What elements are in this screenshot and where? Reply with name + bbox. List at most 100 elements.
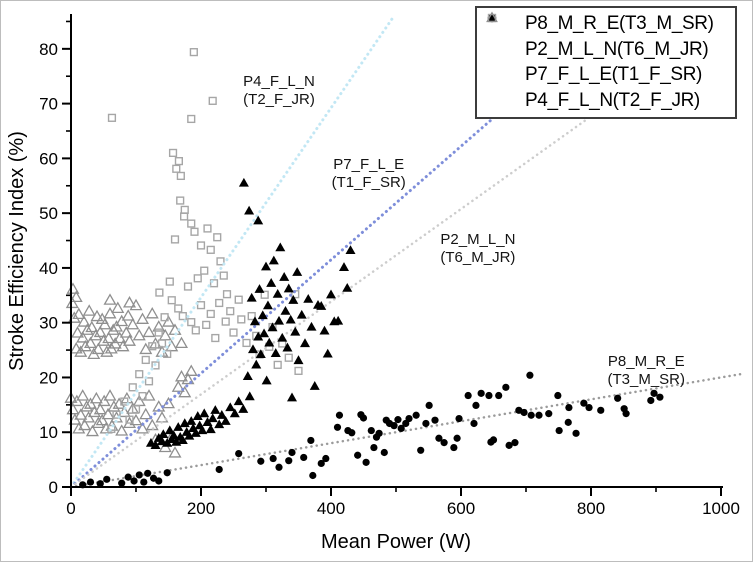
data-point-p8 [511,439,519,447]
x-axis-title: Mean Power (W) [321,531,471,553]
data-point-p2 [205,424,216,434]
data-point-p4 [74,345,88,357]
data-point-p4 [145,307,159,319]
trend-annotation-3: P8_M_R_E (T3_M_SR) [607,353,685,388]
data-point-p7 [163,349,172,359]
trend-line-2 [69,118,588,489]
y-axis-title: Stroke Efficiency Index (%) [6,131,28,371]
data-point-p4 [181,372,195,385]
data-point-p7 [229,328,238,337]
data-point-p7 [234,295,243,304]
data-point-p4 [109,320,124,332]
data-point-p2 [244,391,255,401]
data-point-p4 [115,314,129,327]
data-point-p7 [222,290,232,299]
data-point-p7 [190,227,199,236]
data-point-p2 [279,272,290,281]
data-point-p2 [319,325,330,335]
data-point-p7 [138,391,147,401]
data-point-p2 [197,425,208,435]
data-point-p4 [107,400,121,412]
trend-line-0 [69,14,396,489]
data-point-p2 [207,413,218,423]
data-point-p4 [126,317,140,330]
data-point-p7 [141,355,150,365]
data-point-p8 [285,457,293,465]
data-point-p8 [215,465,223,474]
data-point-p8 [333,423,342,431]
data-point-p4 [85,320,99,333]
data-point-p7 [187,219,196,228]
data-point-p8 [118,479,126,487]
data-point-p8 [453,434,461,442]
data-point-p2 [251,359,262,369]
x-tick-label: 1000 [702,499,740,518]
data-point-p2 [292,267,303,276]
data-point-p7 [273,360,282,369]
data-point-p2 [248,344,258,354]
data-point-p4 [139,407,153,420]
data-point-p4 [101,407,115,420]
data-point-p2 [345,245,356,254]
data-point-p4 [103,389,117,401]
y-tick-label: 40 [39,259,58,278]
data-point-p8 [422,419,430,428]
data-point-p4 [108,337,122,349]
x-tick-label: 400 [317,499,345,518]
data-point-p2 [255,349,266,359]
data-point-p2 [267,322,278,332]
data-point-p4 [70,394,84,407]
trend-line-1 [69,116,495,489]
x-tick-label: 200 [187,499,215,518]
data-point-p8 [144,469,152,477]
data-point-p2 [164,425,175,435]
data-point-p8 [86,478,95,486]
data-point-p8 [405,414,413,423]
data-point-p2 [280,305,291,315]
data-point-p8 [464,391,472,400]
data-point-p2 [322,348,333,358]
legend-item-label: P2_M_L_N(T6_M_JR) [525,38,709,60]
data-point-p7 [202,320,211,329]
y-tick-label: 10 [39,423,58,442]
data-point-p4 [132,328,146,341]
data-point-p7 [215,298,224,308]
data-point-p7 [187,318,196,327]
data-point-p8 [545,410,553,418]
data-point-p7 [206,309,215,319]
data-point-p8 [135,471,143,479]
data-point-p7 [128,383,137,392]
data-point-p8 [235,449,243,458]
data-point-p2 [168,430,179,440]
data-point-p7 [200,266,209,275]
data-point-p4 [145,418,159,431]
data-point-p2 [173,422,184,431]
data-point-p2 [274,315,284,325]
data-point-p8 [412,411,420,419]
data-point-p2 [293,355,304,365]
y-tick-label: 80 [39,40,58,59]
data-point-p4 [89,328,103,341]
data-point-p8 [440,439,448,447]
data-point-p7 [135,370,144,379]
data-point-p8 [472,401,480,409]
data-point-p4 [83,397,98,409]
data-point-p4 [65,296,79,309]
data-point-p4 [76,331,90,343]
data-point-p4 [112,397,126,409]
y-tick-label: 60 [39,149,58,168]
data-point-p4 [174,369,189,382]
data-point-p4 [87,405,101,418]
data-point-p4 [74,408,88,420]
data-point-p2 [254,284,265,293]
data-point-p7 [187,114,196,124]
data-point-p4 [72,307,86,320]
data-point-p7 [176,196,185,205]
x-tick-label: 0 [66,499,75,518]
data-point-p2 [290,326,301,336]
data-point-p4 [77,315,91,327]
data-point-p4 [83,336,98,349]
data-point-p8 [564,418,572,426]
data-point-p2 [259,328,270,338]
data-point-p2 [275,242,286,252]
